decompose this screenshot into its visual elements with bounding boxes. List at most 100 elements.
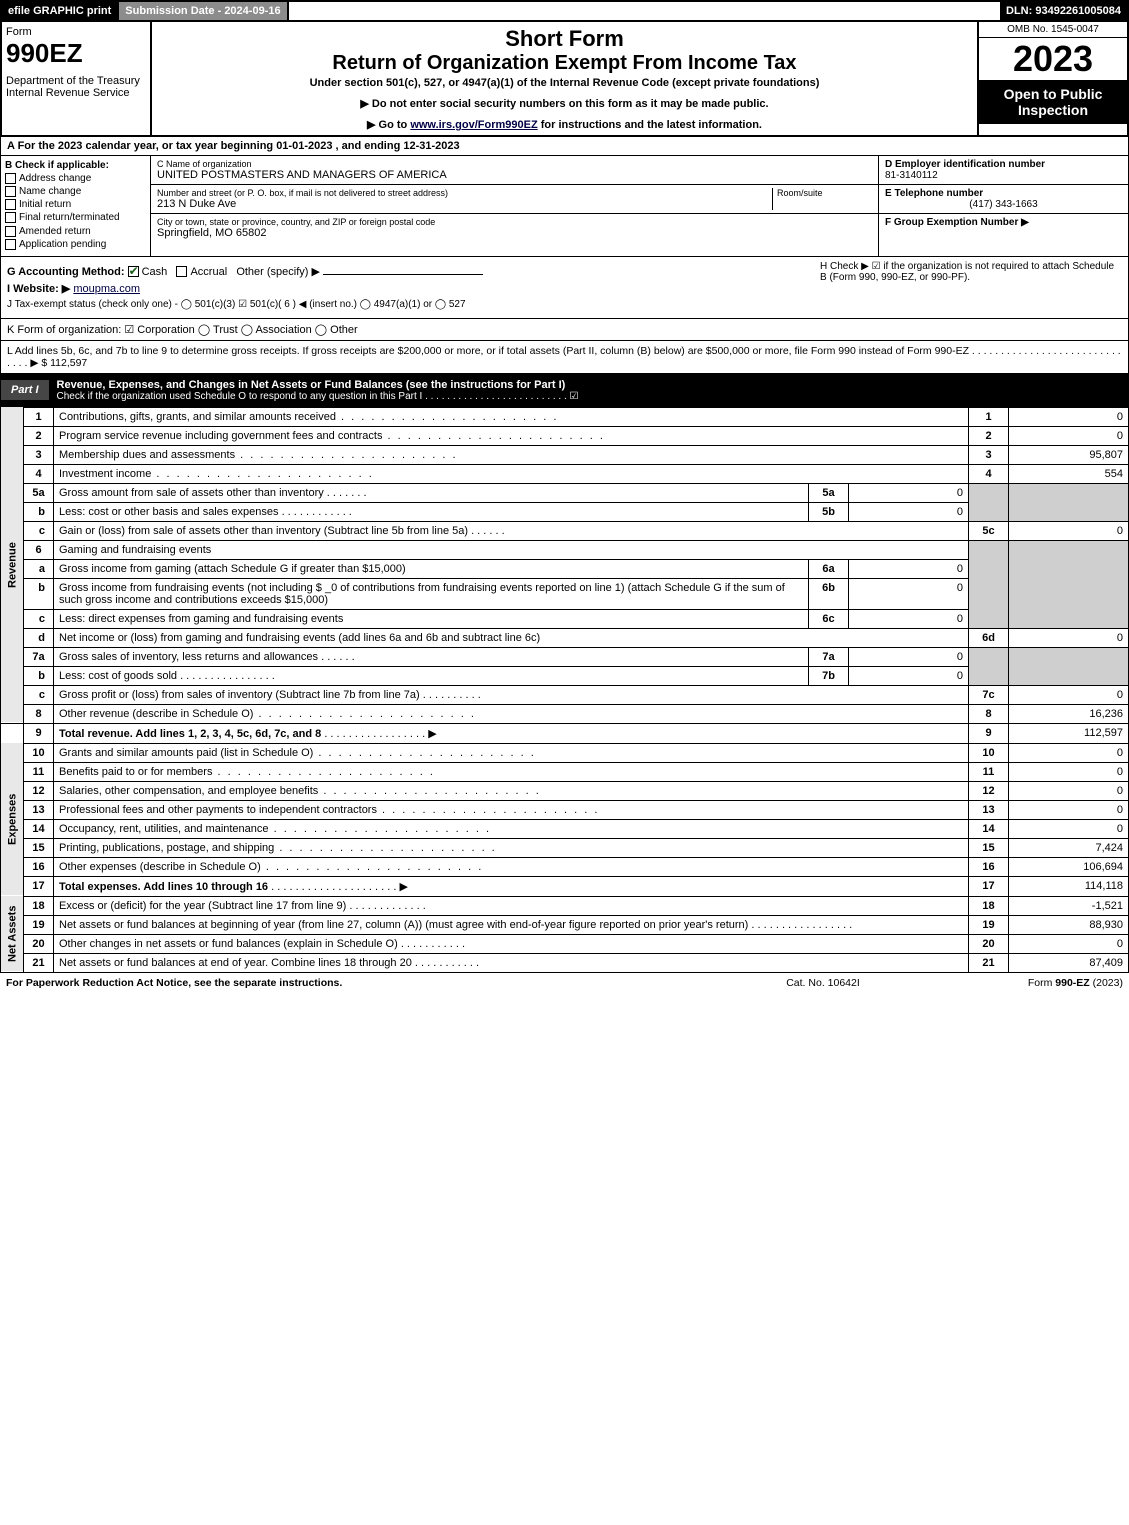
chk-application-pending[interactable]: Application pending — [5, 239, 146, 250]
desc-4: Investment income — [54, 464, 969, 483]
ein: 81-3140112 — [885, 170, 1122, 181]
chk-address-change[interactable]: Address change — [5, 173, 146, 184]
rval-9: 112,597 — [1009, 723, 1129, 743]
desc-6c: Less: direct expenses from gaming and fu… — [54, 609, 809, 628]
d-label: D Employer identification number — [885, 159, 1122, 170]
irs-link[interactable]: www.irs.gov/Form990EZ — [410, 119, 537, 131]
side-expenses: Expenses — [1, 743, 24, 896]
rval-21: 87,409 — [1009, 953, 1129, 972]
street: 213 N Duke Ave — [157, 198, 772, 210]
c-street-label: Number and street (or P. O. box, if mail… — [157, 188, 772, 198]
instruction-2: ▶ Go to www.irs.gov/Form990EZ for instru… — [160, 118, 969, 131]
submission-date: Submission Date - 2024-09-16 — [119, 2, 288, 20]
bval-6c: 0 — [849, 609, 969, 628]
section-ghij: G Accounting Method: Cash Accrual Other … — [0, 257, 1129, 319]
desc-10: Grants and similar amounts paid (list in… — [54, 743, 969, 762]
instruction-1: ▶ Do not enter social security numbers o… — [160, 97, 969, 110]
footer-right: Form 990-EZ (2023) — [923, 977, 1123, 989]
line-j: J Tax-exempt status (check only one) - ◯… — [7, 299, 812, 310]
rval-14: 0 — [1009, 819, 1129, 838]
form-number: 990EZ — [6, 38, 146, 69]
instr2-pre: ▶ Go to — [367, 119, 410, 131]
b-label: B Check if applicable: — [5, 160, 146, 171]
bval-7a: 0 — [849, 647, 969, 666]
instr2-post: for instructions and the latest informat… — [538, 119, 762, 131]
rval-6d: 0 — [1009, 628, 1129, 647]
line-l: L Add lines 5b, 6c, and 7b to line 9 to … — [0, 341, 1129, 374]
form-center: Short Form Return of Organization Exempt… — [152, 22, 977, 135]
chk-initial-return[interactable]: Initial return — [5, 199, 146, 210]
desc-3: Membership dues and assessments — [54, 445, 969, 464]
desc-18: Excess or (deficit) for the year (Subtra… — [54, 896, 969, 915]
omb-number: OMB No. 1545-0047 — [979, 22, 1127, 38]
rval-5c: 0 — [1009, 521, 1129, 540]
c-city-label: City or town, state or province, country… — [157, 217, 872, 227]
desc-1: Contributions, gifts, grants, and simila… — [54, 407, 969, 426]
title-short-form: Short Form — [160, 26, 969, 52]
line-k: K Form of organization: ☑ Corporation ◯ … — [0, 319, 1129, 341]
desc-6b: Gross income from fundraising events (no… — [54, 578, 809, 609]
col-c: C Name of organization UNITED POSTMASTER… — [151, 156, 878, 256]
efile-label[interactable]: efile GRAPHIC print — [2, 2, 119, 20]
section-bcdef: B Check if applicable: Address change Na… — [0, 156, 1129, 257]
i-label: I Website: ▶ — [7, 283, 70, 295]
chk-accrual[interactable] — [176, 266, 187, 277]
desc-15: Printing, publications, postage, and shi… — [54, 838, 969, 857]
rval-16: 106,694 — [1009, 857, 1129, 876]
rval-19: 88,930 — [1009, 915, 1129, 934]
bval-7b: 0 — [849, 666, 969, 685]
rval-2: 0 — [1009, 426, 1129, 445]
desc-19: Net assets or fund balances at beginning… — [54, 915, 969, 934]
chk-name-change[interactable]: Name change — [5, 186, 146, 197]
bval-5a: 0 — [849, 483, 969, 502]
desc-5b: Less: cost or other basis and sales expe… — [54, 502, 809, 521]
footer-left: For Paperwork Reduction Act Notice, see … — [6, 977, 723, 989]
bval-5b: 0 — [849, 502, 969, 521]
phone: (417) 343-1663 — [885, 199, 1122, 210]
dln: DLN: 93492261005084 — [1000, 2, 1127, 20]
form-title-block: Form 990EZ Department of the Treasury In… — [0, 22, 1129, 137]
rval-12: 0 — [1009, 781, 1129, 800]
chk-cash[interactable] — [128, 266, 139, 277]
website-link[interactable]: moupma.com — [73, 283, 140, 295]
desc-14: Occupancy, rent, utilities, and maintena… — [54, 819, 969, 838]
c-street-box: Number and street (or P. O. box, if mail… — [151, 185, 878, 214]
g-label: G Accounting Method: — [7, 266, 125, 278]
form-word: Form — [6, 26, 146, 38]
lno-1: 1 — [24, 407, 54, 426]
chk-amended-return[interactable]: Amended return — [5, 226, 146, 237]
desc-5a: Gross amount from sale of assets other t… — [54, 483, 809, 502]
desc-7a: Gross sales of inventory, less returns a… — [54, 647, 809, 666]
desc-6d: Net income or (loss) from gaming and fun… — [54, 628, 969, 647]
rval-18: -1,521 — [1009, 896, 1129, 915]
bval-6a: 0 — [849, 559, 969, 578]
desc-20: Other changes in net assets or fund bala… — [54, 934, 969, 953]
city-state-zip: Springfield, MO 65802 — [157, 227, 872, 239]
open-public: Open to Public Inspection — [979, 80, 1127, 124]
desc-8: Other revenue (describe in Schedule O) — [54, 704, 969, 723]
desc-13: Professional fees and other payments to … — [54, 800, 969, 819]
rval-1: 0 — [1009, 407, 1129, 426]
rval-7c: 0 — [1009, 685, 1129, 704]
part1-label: Part I — [1, 380, 49, 400]
line-g: G Accounting Method: Cash Accrual Other … — [7, 265, 812, 278]
c-name-box: C Name of organization UNITED POSTMASTER… — [151, 156, 878, 185]
desc-12: Salaries, other compensation, and employ… — [54, 781, 969, 800]
footer-center: Cat. No. 10642I — [723, 977, 923, 989]
e-box: E Telephone number (417) 343-1663 — [879, 185, 1128, 214]
desc-16: Other expenses (describe in Schedule O) — [54, 857, 969, 876]
rval-15: 7,424 — [1009, 838, 1129, 857]
desc-7b: Less: cost of goods sold . . . . . . . .… — [54, 666, 809, 685]
part1-table: Revenue 1 Contributions, gifts, grants, … — [0, 407, 1129, 973]
footer: For Paperwork Reduction Act Notice, see … — [0, 973, 1129, 993]
col-def: D Employer identification number 81-3140… — [878, 156, 1128, 256]
header-bar: efile GRAPHIC print Submission Date - 20… — [0, 0, 1129, 22]
row-a: A For the 2023 calendar year, or tax yea… — [0, 137, 1129, 156]
l-text: L Add lines 5b, 6c, and 7b to line 9 to … — [7, 345, 1121, 369]
chk-final-return[interactable]: Final return/terminated — [5, 212, 146, 223]
tax-year: 2023 — [979, 38, 1127, 80]
side-revenue: Revenue — [1, 407, 24, 723]
side-netassets: Net Assets — [1, 896, 24, 972]
f-box: F Group Exemption Number ▶ — [879, 214, 1128, 231]
desc-6a: Gross income from gaming (attach Schedul… — [54, 559, 809, 578]
